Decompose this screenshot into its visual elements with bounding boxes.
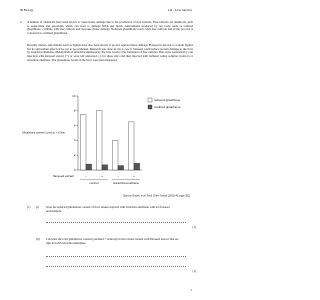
x-tick-label: − bbox=[85, 174, 87, 178]
x-tick-label: − bbox=[117, 174, 119, 178]
bar bbox=[101, 164, 108, 171]
bar bbox=[85, 163, 92, 171]
subpart-label: (ii) bbox=[36, 237, 40, 241]
subpart-label: (i) bbox=[36, 205, 39, 209]
bar bbox=[112, 140, 119, 171]
bar bbox=[133, 163, 140, 171]
bar bbox=[80, 114, 87, 171]
y-tick-label: 6 bbox=[74, 123, 76, 127]
paragraph: A number of chemicals have been shown to… bbox=[27, 20, 193, 36]
bar bbox=[117, 165, 124, 171]
part-text: State the reduced glutathione content of… bbox=[46, 205, 170, 213]
y-axis-label: Glutathione content / µmol g⁻¹ of liver bbox=[22, 131, 65, 135]
y-tick-label: 10 bbox=[72, 94, 76, 98]
legend-swatch bbox=[147, 97, 153, 103]
y-tick-label: 0 bbox=[74, 168, 76, 172]
legend-label: reduced glutathione bbox=[154, 98, 181, 102]
figure-source: [Source: Endoh, et al. Food Chem Toxicol… bbox=[123, 195, 190, 198]
x-tick-label: + bbox=[133, 174, 135, 178]
answer-line bbox=[46, 222, 186, 223]
figure: Glutathione content / µmol g⁻¹ of liver 0… bbox=[22, 94, 190, 198]
x-tick-label: + bbox=[101, 174, 103, 178]
part-label: (c) bbox=[27, 205, 31, 209]
group-label: control bbox=[89, 181, 98, 185]
row-label: flaxseed extract bbox=[53, 174, 74, 178]
page: IB Biology 144 - Liver function 3. A num… bbox=[20, 8, 197, 292]
answer-line bbox=[46, 256, 186, 257]
bar bbox=[96, 110, 103, 171]
y-tick-label: 8 bbox=[74, 109, 76, 113]
header-right: 144 - Liver function bbox=[167, 8, 192, 12]
legend-swatch bbox=[147, 104, 153, 110]
bar bbox=[128, 121, 135, 171]
header-left: IB Biology bbox=[20, 8, 34, 12]
marks: (1) bbox=[192, 225, 197, 229]
part-text: Calculate the total glutathione content … bbox=[46, 237, 179, 245]
answer-line bbox=[46, 266, 186, 267]
y-tick-label: 4 bbox=[74, 138, 76, 142]
marks: (1) bbox=[192, 269, 197, 273]
question-number: 3. bbox=[20, 20, 23, 24]
group-label: tetrachloromethane bbox=[113, 181, 139, 185]
y-tick-label: 2 bbox=[74, 153, 76, 157]
paragraph: Recently dietary antioxidants such as li… bbox=[27, 43, 193, 62]
page-number: 1 bbox=[190, 288, 193, 292]
legend-label: oxidized glutathione bbox=[154, 105, 181, 109]
